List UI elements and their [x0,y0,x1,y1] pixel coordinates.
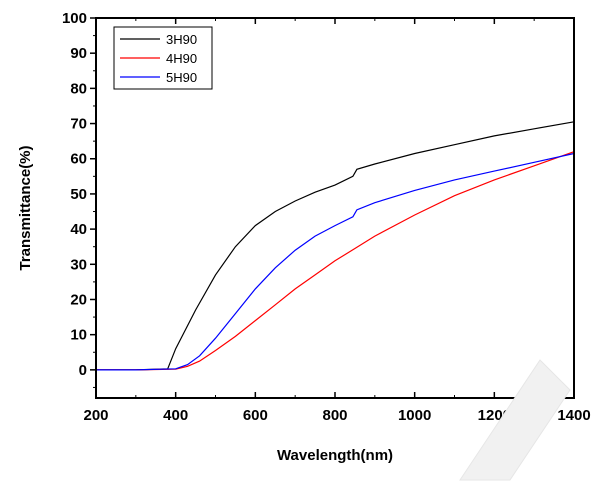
legend-label-4H90: 4H90 [166,51,197,66]
y-tick-label-90: 90 [70,45,87,62]
transmittance-chart: 200 400 600 800 1000 1200 1400 0 10 20 30 40 50 60 70 8… [17,10,591,464]
legend-label-5H90: 5H90 [166,70,197,85]
x-axis-title: Wavelength(nm) [277,447,393,464]
y-tick-label-60: 60 [70,151,87,168]
y-tick-label-70: 70 [70,116,87,133]
y-axis-title: Transmittance(%) [17,145,34,270]
x-tick-label-400: 400 [163,407,188,424]
y-tick-label-20: 20 [70,291,87,308]
y-tick-label-100: 100 [62,10,87,27]
x-tick-label-1200: 1200 [478,407,511,424]
y-tick-label-30: 30 [70,256,87,273]
y-tick-label-50: 50 [70,186,87,203]
series-line-3H90 [96,121,575,371]
x-tick-label-800: 800 [322,407,347,424]
x-tick-label-1000: 1000 [398,407,431,424]
series-line-4H90 [96,151,575,371]
series-layer [96,121,575,371]
y-tick-label-80: 80 [70,80,87,97]
x-tick-label-600: 600 [243,407,268,424]
x-tick-label-200: 200 [83,407,108,424]
series-line-5H90 [96,152,575,371]
x-tick-label-1400: 1400 [557,407,590,424]
y-tick-label-10: 10 [70,327,87,344]
y-tick-label-0: 0 [79,362,87,379]
legend-label-3H90: 3H90 [166,32,197,47]
y-tick-label-40: 40 [70,221,87,238]
legend: 3H90 4H90 5H90 [113,26,213,90]
